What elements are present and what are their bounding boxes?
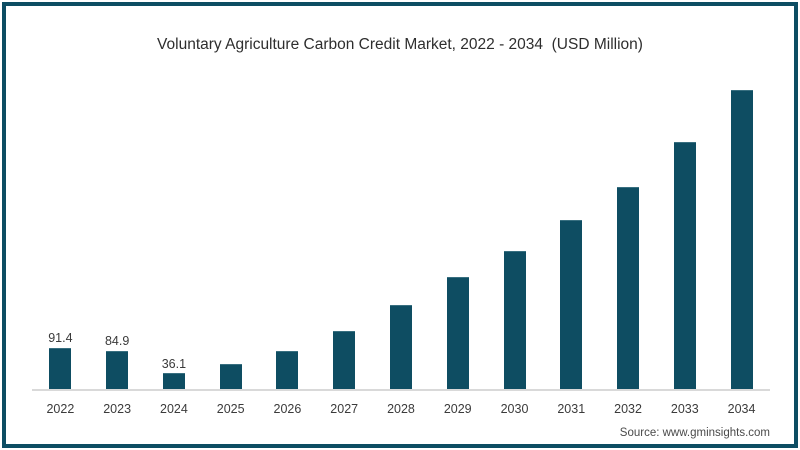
x-axis-line <box>32 389 770 391</box>
bar-value-label-2024: 36.1 <box>161 356 187 371</box>
bar-column-2028 <box>373 85 430 390</box>
x-tick-label-2029: 2029 <box>443 402 472 416</box>
bar-column-2025 <box>202 85 259 390</box>
bar-2024 <box>162 373 185 390</box>
x-tick-label-2032: 2032 <box>614 402 642 416</box>
x-tick-label-2034: 2034 <box>727 402 756 416</box>
bar-2034 <box>730 89 753 390</box>
x-tick-label-2027: 2027 <box>330 402 359 416</box>
bar-2032 <box>617 187 640 390</box>
bar-column-2032 <box>600 85 657 390</box>
bars-container: 91.4 84.9 36.1 <box>32 85 770 390</box>
x-tick-label-2022: 2022 <box>46 402 75 416</box>
bar-column-2027 <box>316 85 373 390</box>
x-tick-label-2023: 2023 <box>103 402 132 416</box>
x-axis-tick-labels: 2022 2023 2024 2025 2026 2027 2028 2029 2030 2031… <box>32 402 770 416</box>
bar-2028 <box>389 305 412 390</box>
x-tick-label-2028: 2028 <box>387 402 415 416</box>
x-tick-label-2025: 2025 <box>216 402 245 416</box>
bar-value-label-2023: 84.9 <box>104 334 130 349</box>
x-tick-label-2033: 2033 <box>670 402 699 416</box>
bar-2022 <box>49 347 72 390</box>
x-tick-label-2024: 2024 <box>160 402 188 416</box>
bar-2023 <box>106 350 129 390</box>
bar-column-2033 <box>656 85 713 390</box>
bar-column-2031 <box>543 85 600 390</box>
bar-column-2026 <box>259 85 316 390</box>
bar-column-2024: 36.1 <box>146 85 203 390</box>
bar-column-2023: 84.9 <box>89 85 146 390</box>
bar-column-2034 <box>713 85 770 390</box>
plot-area: 91.4 84.9 36.1 <box>32 85 770 391</box>
bar-value-label-2022: 91.4 <box>48 331 73 346</box>
source-text: Source: www.gminsights.com <box>619 427 770 439</box>
bar-2033 <box>673 141 696 390</box>
chart-title: Voluntary Agriculture Carbon Credit Mark… <box>157 36 643 53</box>
bar-column-2030 <box>486 85 543 390</box>
bar-column-2029 <box>429 85 486 390</box>
bar-2025 <box>219 364 242 390</box>
x-tick-label-2026: 2026 <box>273 402 302 416</box>
bar-2030 <box>503 250 526 390</box>
bar-2029 <box>446 277 469 390</box>
bar-column-2022: 91.4 <box>32 85 89 390</box>
bar-2027 <box>333 330 356 390</box>
bar-2026 <box>276 351 299 390</box>
x-tick-label-2030: 2030 <box>500 402 529 416</box>
chart-canvas: Voluntary Agriculture Carbon Credit Mark… <box>6 6 794 444</box>
x-tick-label-2031: 2031 <box>557 402 586 416</box>
bar-2031 <box>560 220 583 390</box>
